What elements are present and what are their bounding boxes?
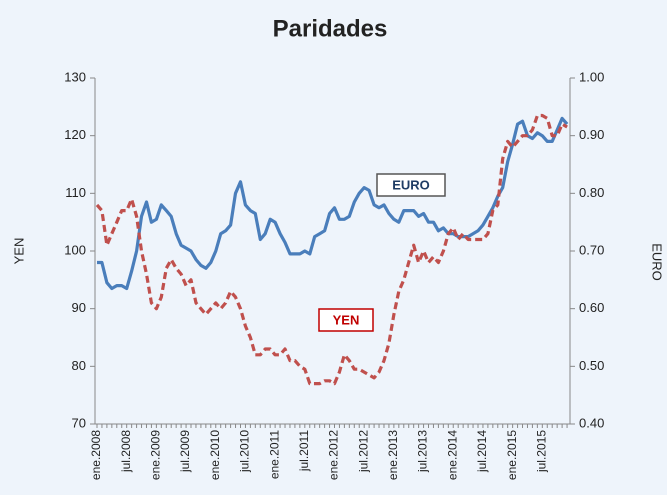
chart-title: Paridades bbox=[273, 15, 388, 42]
series-line bbox=[97, 116, 569, 291]
y-tick-label: 90 bbox=[72, 300, 86, 315]
x-tick-label: ene.2013 bbox=[386, 430, 400, 480]
series-label: YEN bbox=[333, 312, 360, 327]
x-tick-label: ene.2011 bbox=[267, 430, 281, 479]
y2-tick-label: 0.70 bbox=[579, 242, 604, 257]
x-tick-label: jul.2011 bbox=[297, 430, 311, 472]
series-label-box bbox=[376, 173, 446, 197]
x-tick-label: jul.2015 bbox=[534, 430, 548, 473]
x-tick-label: jul.2010 bbox=[238, 430, 252, 473]
x-tick-label: jul.2009 bbox=[178, 430, 192, 473]
x-tick-label: jul.2013 bbox=[416, 430, 430, 473]
y-tick-label: 100 bbox=[64, 242, 86, 257]
y-tick-label: 80 bbox=[72, 358, 86, 373]
x-tick-label: ene.2008 bbox=[89, 430, 103, 480]
y-tick-label: 70 bbox=[72, 415, 86, 430]
x-tick-label: ene.2010 bbox=[208, 430, 222, 480]
y2-tick-label: 1.00 bbox=[579, 69, 604, 84]
series-label: EURO bbox=[392, 177, 430, 192]
y-axis-label: YEN bbox=[11, 238, 26, 265]
x-tick-label: ene.2014 bbox=[445, 430, 459, 480]
x-tick-label: jul.2008 bbox=[119, 430, 133, 473]
x-tick-label: jul.2014 bbox=[475, 430, 489, 473]
x-tick-label: ene.2015 bbox=[505, 430, 519, 480]
y2-tick-label: 0.60 bbox=[579, 300, 604, 315]
x-tick-label: ene.2009 bbox=[149, 430, 163, 480]
x-tick-label: jul.2012 bbox=[356, 430, 370, 473]
y2-tick-label: 0.40 bbox=[579, 415, 604, 430]
y-tick-label: 120 bbox=[64, 127, 86, 142]
y-tick-label: 110 bbox=[65, 185, 86, 200]
y2-tick-label: 0.80 bbox=[579, 185, 604, 200]
y-tick-label: 130 bbox=[64, 69, 86, 84]
x-tick-label: ene.2012 bbox=[327, 430, 341, 480]
y2-tick-label: 0.90 bbox=[579, 127, 604, 142]
series-label-box bbox=[318, 308, 374, 332]
y2-tick-label: 0.50 bbox=[579, 358, 604, 373]
y2-axis-label: EURO bbox=[650, 243, 665, 281]
